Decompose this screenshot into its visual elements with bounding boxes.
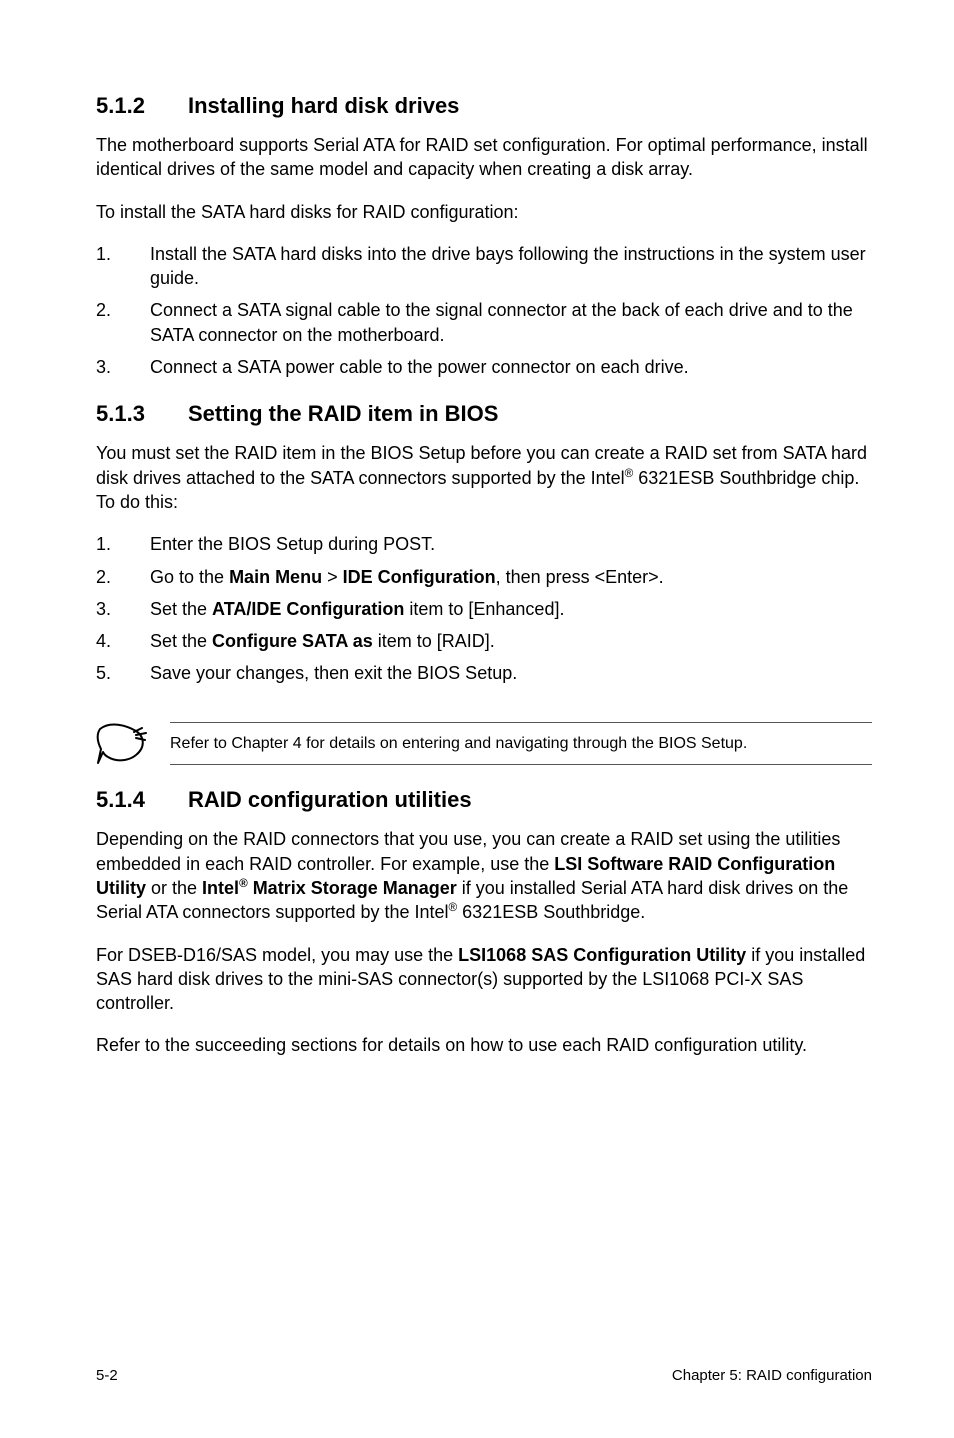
footer-chapter: Chapter 5: RAID configuration bbox=[672, 1367, 872, 1384]
heading-title: Installing hard disk drives bbox=[188, 93, 459, 118]
heading-title: RAID configuration utilities bbox=[188, 787, 472, 812]
text-run: Set the bbox=[150, 599, 212, 619]
bold-run: ATA/IDE Configuration bbox=[212, 599, 404, 619]
heading-number: 5.1.2 bbox=[96, 93, 188, 119]
numbered-list: 1. Install the SATA hard disks into the d… bbox=[96, 242, 872, 379]
paragraph: You must set the RAID item in the BIOS S… bbox=[96, 441, 872, 514]
text-run: or the bbox=[146, 878, 202, 898]
paragraph: Refer to the succeeding sections for det… bbox=[96, 1033, 872, 1057]
list-item: 1. Enter the BIOS Setup during POST. bbox=[96, 532, 872, 556]
heading-title: Setting the RAID item in BIOS bbox=[188, 401, 498, 426]
bold-run: Main Menu bbox=[229, 567, 322, 587]
list-number: 1. bbox=[96, 532, 111, 556]
bold-run: LSI1068 SAS Configuration Utility bbox=[458, 945, 746, 965]
text-run: Go to the bbox=[150, 567, 229, 587]
text-run: > bbox=[322, 567, 343, 587]
note-icon bbox=[96, 723, 170, 765]
footer-page-number: 5-2 bbox=[96, 1367, 118, 1384]
list-number: 5. bbox=[96, 661, 111, 685]
paragraph: For DSEB-D16/SAS model, you may use the … bbox=[96, 943, 872, 1016]
text-run: For DSEB-D16/SAS model, you may use the bbox=[96, 945, 458, 965]
heading-number: 5.1.4 bbox=[96, 787, 188, 813]
paragraph: To install the SATA hard disks for RAID … bbox=[96, 200, 872, 224]
page-footer: 5-2 Chapter 5: RAID configuration bbox=[96, 1367, 872, 1384]
text-run: , then press <Enter>. bbox=[496, 567, 664, 587]
bold-run: Intel® Matrix Storage Manager bbox=[202, 878, 457, 898]
list-text: Connect a SATA power cable to the power … bbox=[150, 357, 689, 377]
bold-run: IDE Configuration bbox=[343, 567, 496, 587]
list-item: 5. Save your changes, then exit the BIOS … bbox=[96, 661, 872, 685]
list-item: 1. Install the SATA hard disks into the d… bbox=[96, 242, 872, 291]
text-run: 6321ESB Southbridge. bbox=[457, 902, 645, 922]
bold-run: Configure SATA as bbox=[212, 631, 373, 651]
note-text: Refer to Chapter 4 for details on enteri… bbox=[170, 733, 872, 755]
list-text: Install the SATA hard disks into the dri… bbox=[150, 244, 866, 288]
list-text: Save your changes, then exit the BIOS Se… bbox=[150, 663, 517, 683]
list-number: 4. bbox=[96, 629, 111, 653]
paragraph: Depending on the RAID connectors that yo… bbox=[96, 827, 872, 924]
list-item: 2. Go to the Main Menu > IDE Configuratio… bbox=[96, 565, 872, 589]
list-number: 3. bbox=[96, 355, 111, 379]
numbered-list: 1. Enter the BIOS Setup during POST. 2. Go… bbox=[96, 532, 872, 685]
text-run: Set the bbox=[150, 631, 212, 651]
note-text-wrap: Refer to Chapter 4 for details on enteri… bbox=[170, 722, 872, 766]
list-item: 3. Connect a SATA power cable to the powe… bbox=[96, 355, 872, 379]
paragraph: The motherboard supports Serial ATA for … bbox=[96, 133, 872, 182]
heading-number: 5.1.3 bbox=[96, 401, 188, 427]
heading-513: 5.1.3Setting the RAID item in BIOS bbox=[96, 401, 872, 427]
heading-514: 5.1.4RAID configuration utilities bbox=[96, 787, 872, 813]
page: 5.1.2Installing hard disk drives The mot… bbox=[0, 0, 954, 1438]
list-text: Enter the BIOS Setup during POST. bbox=[150, 534, 435, 554]
heading-512: 5.1.2Installing hard disk drives bbox=[96, 93, 872, 119]
list-text: Connect a SATA signal cable to the signa… bbox=[150, 300, 853, 344]
text-run: Intel bbox=[202, 878, 239, 898]
registered-mark: ® bbox=[449, 901, 458, 914]
list-number: 3. bbox=[96, 597, 111, 621]
list-item: 2. Connect a SATA signal cable to the sig… bbox=[96, 298, 872, 347]
note-block: Refer to Chapter 4 for details on enteri… bbox=[96, 722, 872, 766]
list-item: 3. Set the ATA/IDE Configuration item to … bbox=[96, 597, 872, 621]
text-run: Matrix Storage Manager bbox=[248, 878, 457, 898]
list-number: 2. bbox=[96, 565, 111, 589]
list-item: 4. Set the Configure SATA as item to [RAI… bbox=[96, 629, 872, 653]
registered-mark: ® bbox=[239, 877, 248, 890]
text-run: item to [RAID]. bbox=[373, 631, 495, 651]
list-number: 2. bbox=[96, 298, 111, 322]
registered-mark: ® bbox=[625, 467, 634, 480]
list-number: 1. bbox=[96, 242, 111, 266]
text-run: item to [Enhanced]. bbox=[404, 599, 564, 619]
